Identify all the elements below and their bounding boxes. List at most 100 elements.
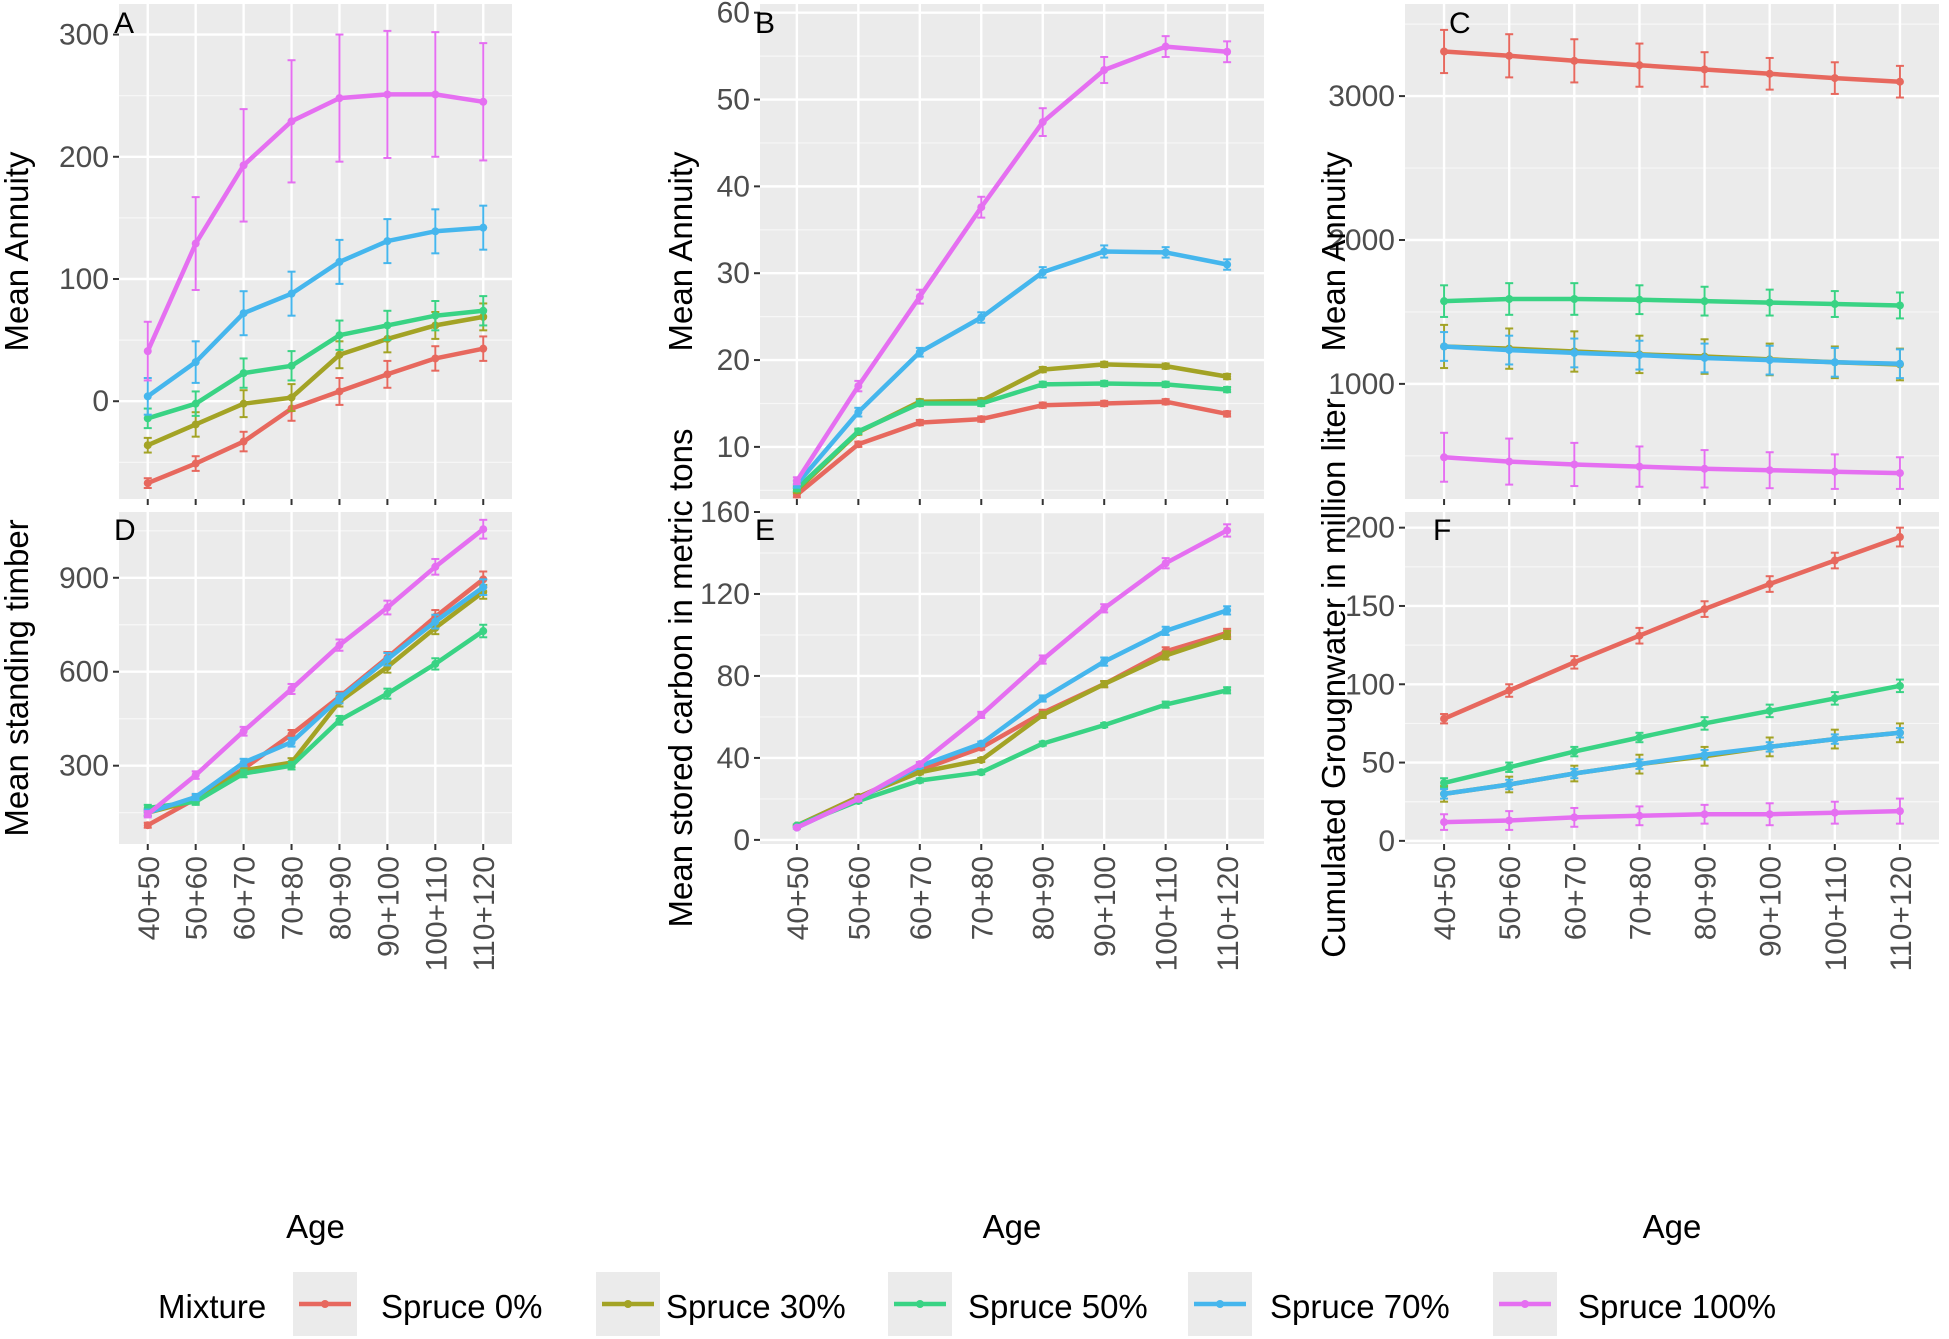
data-point xyxy=(1700,750,1709,759)
data-point xyxy=(479,97,488,106)
series-line xyxy=(145,92,484,353)
data-point xyxy=(1635,351,1644,360)
data-point xyxy=(383,90,392,99)
x-tick-label: 70+80 xyxy=(1624,856,1657,940)
data-point xyxy=(1635,61,1644,70)
x-tick-label: 80+90 xyxy=(1690,856,1723,940)
y-tick-label: 60 xyxy=(717,0,750,30)
data-point xyxy=(915,292,924,301)
data-point xyxy=(383,370,392,379)
series-spruce-100- xyxy=(1440,797,1904,831)
data-point xyxy=(1700,65,1709,74)
data-point xyxy=(1100,247,1109,256)
data-point xyxy=(977,755,986,764)
series-line xyxy=(146,346,484,486)
series-line xyxy=(796,688,1228,828)
series-spruce-100- xyxy=(1440,431,1904,490)
x-tick-label: 110+120 xyxy=(468,856,501,971)
y-tick-label: 100 xyxy=(1345,668,1395,701)
data-point xyxy=(1038,739,1047,748)
series-spruce-70- xyxy=(1440,727,1904,800)
data-point xyxy=(1223,630,1232,639)
y-tick-label: 20 xyxy=(717,344,750,377)
data-point xyxy=(1161,559,1170,568)
data-point xyxy=(287,117,296,126)
data-point xyxy=(1570,813,1579,822)
data-point xyxy=(1223,260,1232,269)
data-point xyxy=(479,583,488,592)
data-point xyxy=(1440,818,1449,827)
data-point xyxy=(1765,706,1774,715)
y-tick-label: 50 xyxy=(1362,747,1395,780)
data-point xyxy=(977,739,986,748)
data-point xyxy=(1895,469,1904,478)
series-line xyxy=(146,225,484,399)
data-point xyxy=(1100,604,1109,613)
legend-label: Spruce 50% xyxy=(968,1288,1148,1325)
data-point xyxy=(335,641,344,650)
data-point xyxy=(1895,533,1904,542)
legend-item: Spruce 70% xyxy=(1188,1272,1450,1336)
data-point xyxy=(383,603,392,612)
data-point xyxy=(1635,295,1644,304)
legend: Mixture Spruce 0% Spruce 30% Spruce 50% Spru… xyxy=(158,1272,1776,1336)
data-point xyxy=(792,476,801,485)
x-tick-label: 80+90 xyxy=(324,856,357,940)
data-point xyxy=(1505,51,1514,60)
panel-tag: C xyxy=(1449,7,1471,40)
data-point xyxy=(1161,380,1170,389)
data-point xyxy=(431,227,440,236)
data-point xyxy=(1505,457,1514,466)
data-point xyxy=(335,387,344,396)
data-point xyxy=(239,727,248,736)
data-point xyxy=(1700,810,1709,819)
x-tick-label: 110+120 xyxy=(1885,856,1918,971)
series-line xyxy=(146,527,485,816)
data-point xyxy=(792,823,801,832)
y-axis-title: Mean stored carbon in metric tons xyxy=(662,429,699,928)
data-point xyxy=(1223,409,1232,418)
data-point xyxy=(287,289,296,298)
y-axis-title: Cumulated Grougnwater in million liter xyxy=(1315,398,1352,957)
data-point xyxy=(1895,807,1904,816)
series-line xyxy=(147,308,484,421)
legend-key-point xyxy=(624,1300,632,1308)
data-point xyxy=(1038,710,1047,719)
panel-tag: E xyxy=(755,514,775,547)
y-tick-label: 3000 xyxy=(1328,80,1395,113)
legend-title: Mixture xyxy=(158,1288,266,1325)
data-point xyxy=(431,562,440,571)
series-line xyxy=(795,249,1228,486)
data-point xyxy=(239,399,248,408)
x-tick-label: 60+70 xyxy=(1559,856,1592,940)
data-point xyxy=(1100,360,1109,369)
x-tick-label: 90+100 xyxy=(372,856,405,957)
data-point xyxy=(1635,462,1644,471)
data-point xyxy=(335,694,344,703)
data-point xyxy=(287,738,296,747)
data-point xyxy=(1895,77,1904,86)
data-point xyxy=(431,311,440,320)
data-point xyxy=(1100,680,1109,689)
data-point xyxy=(143,479,152,488)
data-point xyxy=(1765,742,1774,751)
data-point xyxy=(239,769,248,778)
data-point xyxy=(1830,694,1839,703)
series-spruce-0- xyxy=(792,397,1232,499)
series-spruce-0- xyxy=(1440,526,1904,725)
x-tick-label: 90+100 xyxy=(1089,856,1122,957)
data-point xyxy=(1570,294,1579,303)
data-point xyxy=(1223,47,1232,56)
series-spruce-50- xyxy=(143,623,488,813)
data-point xyxy=(1223,606,1232,615)
legend-item: Spruce 50% xyxy=(888,1272,1148,1336)
data-point xyxy=(1570,769,1579,778)
series-spruce-100- xyxy=(143,518,488,819)
data-point xyxy=(239,309,248,318)
data-point xyxy=(1765,356,1774,365)
data-point xyxy=(1765,810,1774,819)
data-point xyxy=(1895,359,1904,368)
data-point xyxy=(1700,353,1709,362)
x-tick-label: 80+90 xyxy=(1028,856,1061,940)
data-point xyxy=(1765,298,1774,307)
